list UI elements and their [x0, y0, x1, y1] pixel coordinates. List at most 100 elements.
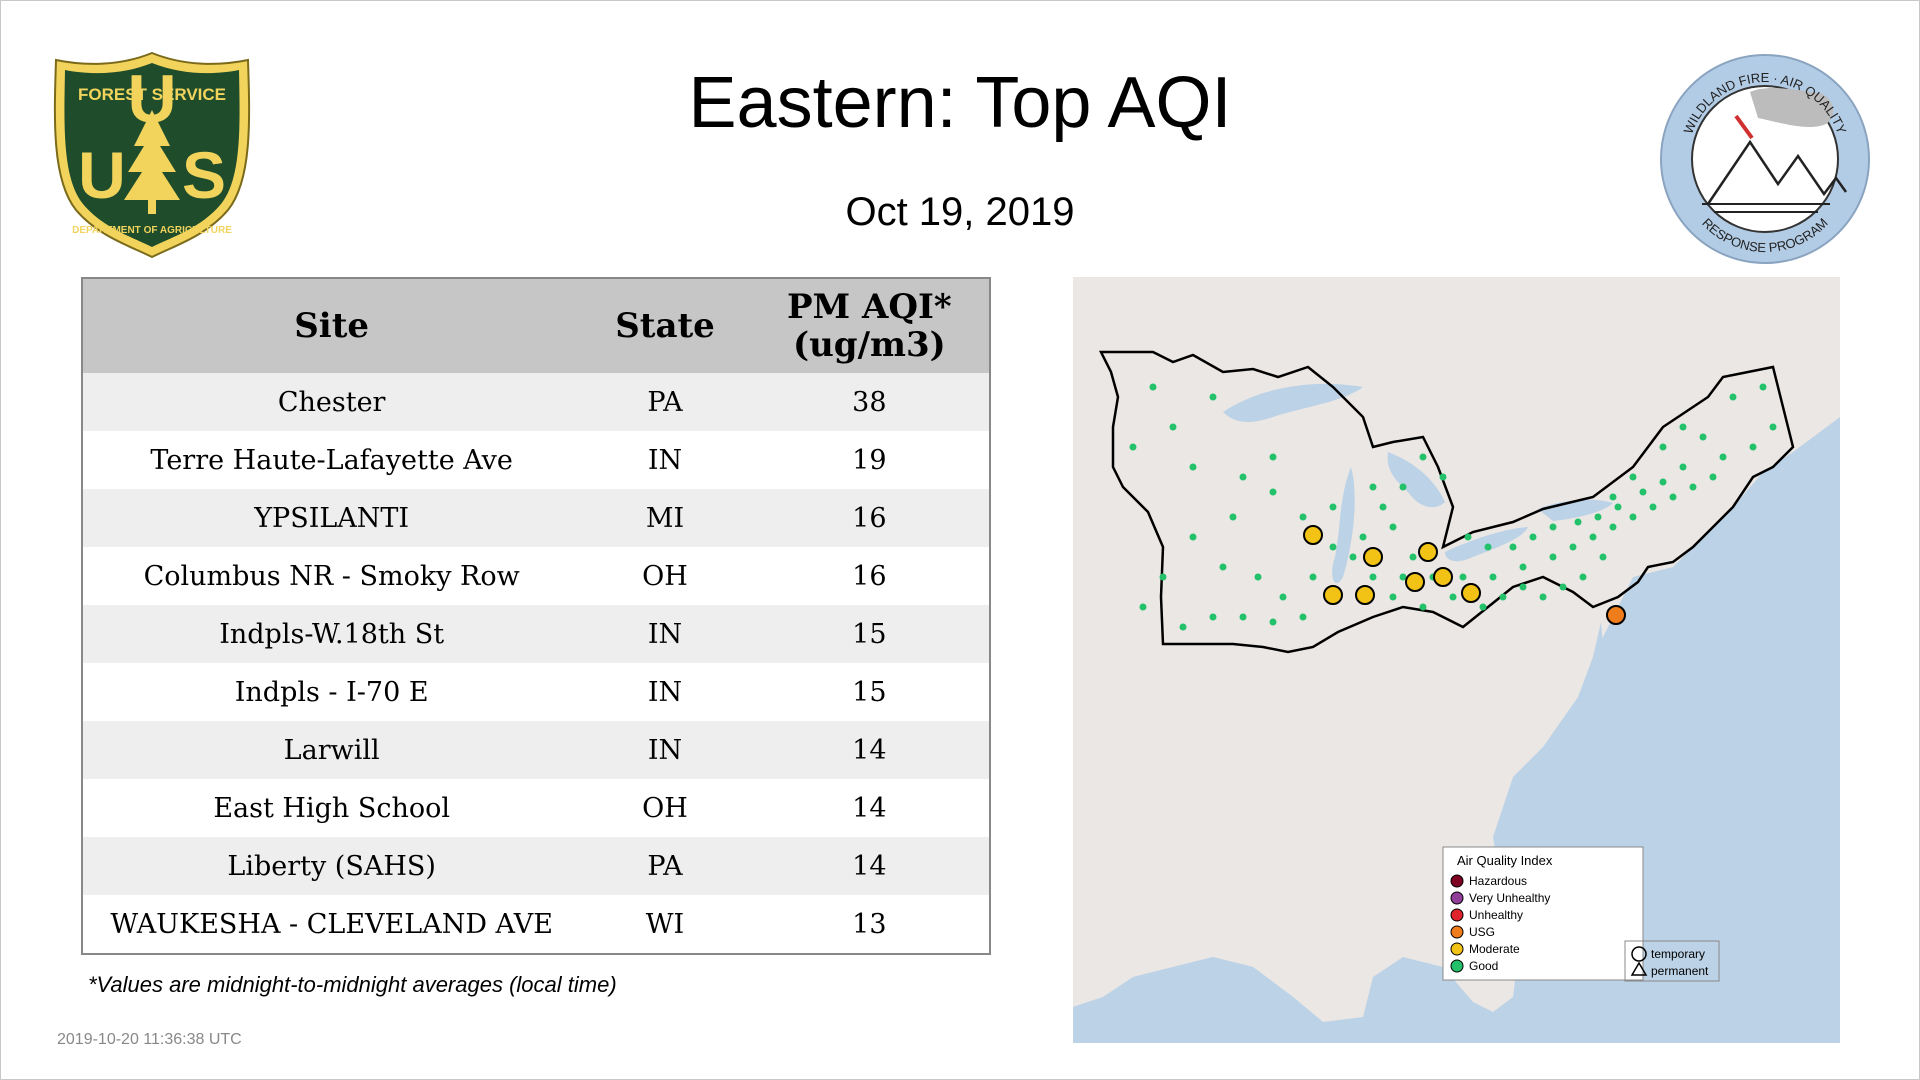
- monitor-point: [1254, 573, 1262, 581]
- legend-swatch-hazardous: [1450, 874, 1464, 888]
- monitor-point: [1139, 603, 1147, 611]
- monitor-point: [1639, 488, 1647, 496]
- usfs-letter-u: U: [78, 138, 126, 212]
- monitor-point: [1409, 553, 1417, 561]
- legend-swatch-unhealthy: [1450, 908, 1464, 922]
- table-row: Larwill IN 14: [82, 721, 990, 779]
- legend-label: Good: [1469, 959, 1498, 973]
- monitor-point: [1669, 493, 1677, 501]
- monitor-point: [1419, 603, 1427, 611]
- monitor-point: [1329, 503, 1337, 511]
- map-legend: Air Quality Index Hazardous Very Unhealth…: [1442, 846, 1720, 982]
- monitor-point: [1239, 613, 1247, 621]
- monitor-point: [1189, 463, 1197, 471]
- legend-swatch-moderate: [1450, 942, 1464, 956]
- monitor-point: [1549, 553, 1557, 561]
- header-aqi-line1: PM AQI*: [786, 287, 952, 327]
- cell-aqi: 38: [749, 373, 990, 431]
- monitor-point: [1529, 533, 1537, 541]
- cell-aqi: 19: [749, 431, 990, 489]
- permanent-triangle-icon: [1630, 961, 1648, 976]
- monitor-point: [1679, 423, 1687, 431]
- monitor-point-moderate: [1433, 567, 1453, 587]
- table-row: Indpls-W.18th St IN 15: [82, 605, 990, 663]
- monitor-point: [1519, 563, 1527, 571]
- monitor-point: [1299, 513, 1307, 521]
- monitor-point: [1439, 473, 1447, 481]
- lake-huron: [1387, 452, 1445, 508]
- legend-swatch-usg: [1450, 925, 1464, 939]
- monitor-point: [1609, 523, 1617, 531]
- monitor-point: [1349, 553, 1357, 561]
- monitor-point: [1574, 518, 1582, 526]
- cell-site: Indpls - I-70 E: [82, 663, 581, 721]
- header-aqi-line2: (ug/m3): [793, 325, 946, 365]
- cell-state: OH: [580, 779, 750, 837]
- monitor-point: [1189, 533, 1197, 541]
- page-title: Eastern: Top AQI: [688, 63, 1232, 143]
- monitor-point: [1519, 583, 1527, 591]
- monitor-point: [1629, 473, 1637, 481]
- monitor-point: [1499, 593, 1507, 601]
- mountains-icon: [1706, 139, 1848, 205]
- monitor-point: [1679, 463, 1687, 471]
- cell-site: YPSILANTI: [82, 489, 581, 547]
- monitor-point: [1759, 383, 1767, 391]
- monitor-point: [1609, 493, 1617, 501]
- cell-site: Liberty (SAHS): [82, 837, 581, 895]
- monitor-point: [1269, 453, 1277, 461]
- monitor-point: [1659, 443, 1667, 451]
- monitor-point: [1464, 533, 1472, 541]
- monitor-point: [1209, 613, 1217, 621]
- cell-state: OH: [580, 547, 750, 605]
- region-boundary: [1098, 350, 1795, 654]
- monitor-point: [1389, 523, 1397, 531]
- table-row: Liberty (SAHS) PA 14: [82, 837, 990, 895]
- usfs-letter-s: S: [182, 138, 226, 212]
- header-state: State: [580, 278, 750, 373]
- table-row: Columbus NR - Smoky Row OH 16: [82, 547, 990, 605]
- header-site: Site: [82, 278, 581, 373]
- cell-state: WI: [580, 895, 750, 954]
- monitor-point: [1269, 488, 1277, 496]
- legend-temporary: temporary: [1651, 947, 1705, 961]
- cell-state: PA: [580, 837, 750, 895]
- monitor-point-moderate: [1405, 572, 1425, 592]
- monitor-point: [1359, 533, 1367, 541]
- temporary-circle-icon: [1631, 946, 1647, 962]
- monitor-point: [1594, 513, 1602, 521]
- monitor-point: [1689, 483, 1697, 491]
- monitor-point: [1459, 573, 1467, 581]
- cell-state: PA: [580, 373, 750, 431]
- monitor-point: [1179, 623, 1187, 631]
- table-row: Chester PA 38: [82, 373, 990, 431]
- monitor-point: [1369, 573, 1377, 581]
- cell-site: WAUKESHA - CLEVELAND AVE: [82, 895, 581, 954]
- monitor-point: [1649, 503, 1657, 511]
- monitor-point: [1149, 383, 1157, 391]
- smoke-plume-icon: [1750, 88, 1834, 128]
- monitor-point: [1709, 473, 1717, 481]
- monitor-point: [1659, 478, 1667, 486]
- monitor-point-moderate: [1418, 542, 1438, 562]
- cell-aqi: 13: [749, 895, 990, 954]
- monitor-point: [1379, 503, 1387, 511]
- legend-title: Air Quality Index: [1457, 853, 1553, 868]
- usfs-top-text: FOREST SERVICE: [78, 85, 226, 104]
- monitor-point-moderate: [1363, 547, 1383, 567]
- monitor-point: [1219, 563, 1227, 571]
- monitor-point: [1559, 583, 1567, 591]
- table-row: East High School OH 14: [82, 779, 990, 837]
- cell-state: IN: [580, 605, 750, 663]
- cell-aqi: 14: [749, 837, 990, 895]
- monitor-point: [1399, 483, 1407, 491]
- page-date: Oct 19, 2019: [845, 190, 1075, 234]
- legend-swatch-very-unhealthy: [1450, 891, 1464, 905]
- monitor-point: [1509, 543, 1517, 551]
- table-row: Indpls - I-70 E IN 15: [82, 663, 990, 721]
- monitor-point: [1389, 593, 1397, 601]
- map-land: [1073, 277, 1840, 1022]
- usfs-bottom-text: DEPARTMENT OF AGRICULTURE: [72, 225, 232, 236]
- usfs-shield-logo: U U S FOREST SERVICE DEPARTMENT OF AGRIC…: [53, 51, 251, 259]
- pine-tree-icon: [124, 110, 180, 200]
